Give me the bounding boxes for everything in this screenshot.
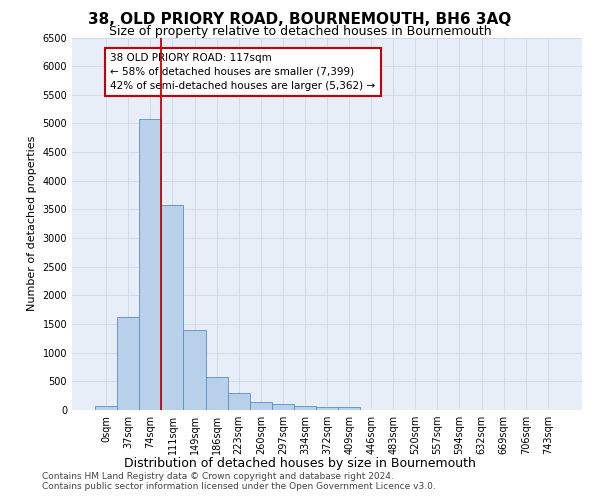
Bar bbox=[161, 206, 184, 410]
Bar bbox=[184, 330, 206, 410]
Text: Distribution of detached houses by size in Bournemouth: Distribution of detached houses by size … bbox=[124, 458, 476, 470]
Bar bbox=[227, 394, 250, 410]
Bar bbox=[338, 408, 360, 410]
Bar bbox=[139, 119, 161, 410]
Text: 38 OLD PRIORY ROAD: 117sqm
← 58% of detached houses are smaller (7,399)
42% of s: 38 OLD PRIORY ROAD: 117sqm ← 58% of deta… bbox=[110, 53, 376, 91]
Bar bbox=[206, 377, 227, 410]
Bar bbox=[117, 317, 139, 410]
Bar bbox=[95, 406, 117, 410]
Text: Contains public sector information licensed under the Open Government Licence v3: Contains public sector information licen… bbox=[42, 482, 436, 491]
Bar bbox=[294, 406, 316, 410]
Bar bbox=[250, 402, 272, 410]
Bar bbox=[316, 407, 338, 410]
Text: Size of property relative to detached houses in Bournemouth: Size of property relative to detached ho… bbox=[109, 25, 491, 38]
Text: 38, OLD PRIORY ROAD, BOURNEMOUTH, BH6 3AQ: 38, OLD PRIORY ROAD, BOURNEMOUTH, BH6 3A… bbox=[88, 12, 512, 28]
Bar bbox=[272, 404, 294, 410]
Y-axis label: Number of detached properties: Number of detached properties bbox=[27, 136, 37, 312]
Text: Contains HM Land Registry data © Crown copyright and database right 2024.: Contains HM Land Registry data © Crown c… bbox=[42, 472, 394, 481]
